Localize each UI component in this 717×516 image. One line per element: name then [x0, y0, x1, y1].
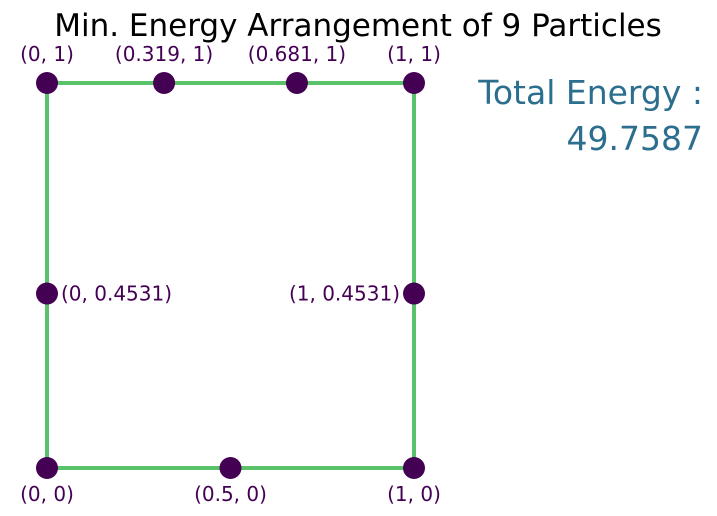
particle-point-0	[36, 72, 58, 94]
particle-point-7	[219, 457, 242, 479]
boundary-square	[45, 81, 416, 470]
energy-label: Total Energy :	[477, 73, 703, 112]
chart-title: Min. Energy Arrangement of 9 Particles	[54, 8, 662, 44]
particle-point-1	[153, 72, 176, 94]
particle-label-8: (1, 0)	[387, 482, 441, 506]
particle-label-0: (0, 1)	[20, 42, 74, 66]
particle-point-5	[403, 282, 425, 305]
particle-point-3	[403, 72, 425, 94]
particle-point-8	[403, 457, 425, 479]
particle-point-2	[285, 72, 308, 94]
particle-label-2: (0.681, 1)	[248, 42, 346, 66]
particle-point-6	[36, 457, 58, 479]
energy-value: 49.7587	[567, 119, 703, 158]
particle-labels: (0, 1) (0.319, 1) (0.681, 1) (1, 1) (0, 0.45…	[20, 42, 441, 506]
particle-label-3: (1, 1)	[387, 42, 441, 66]
particle-point-4	[36, 282, 58, 305]
particle-label-7: (0.5, 0)	[194, 482, 267, 506]
particle-label-4: (0, 0.4531)	[61, 282, 172, 306]
particle-label-1: (0.319, 1)	[115, 42, 213, 66]
particle-label-6: (0, 0)	[20, 482, 74, 506]
particle-label-5: (1, 0.4531)	[289, 282, 400, 306]
particle-points	[36, 72, 425, 479]
